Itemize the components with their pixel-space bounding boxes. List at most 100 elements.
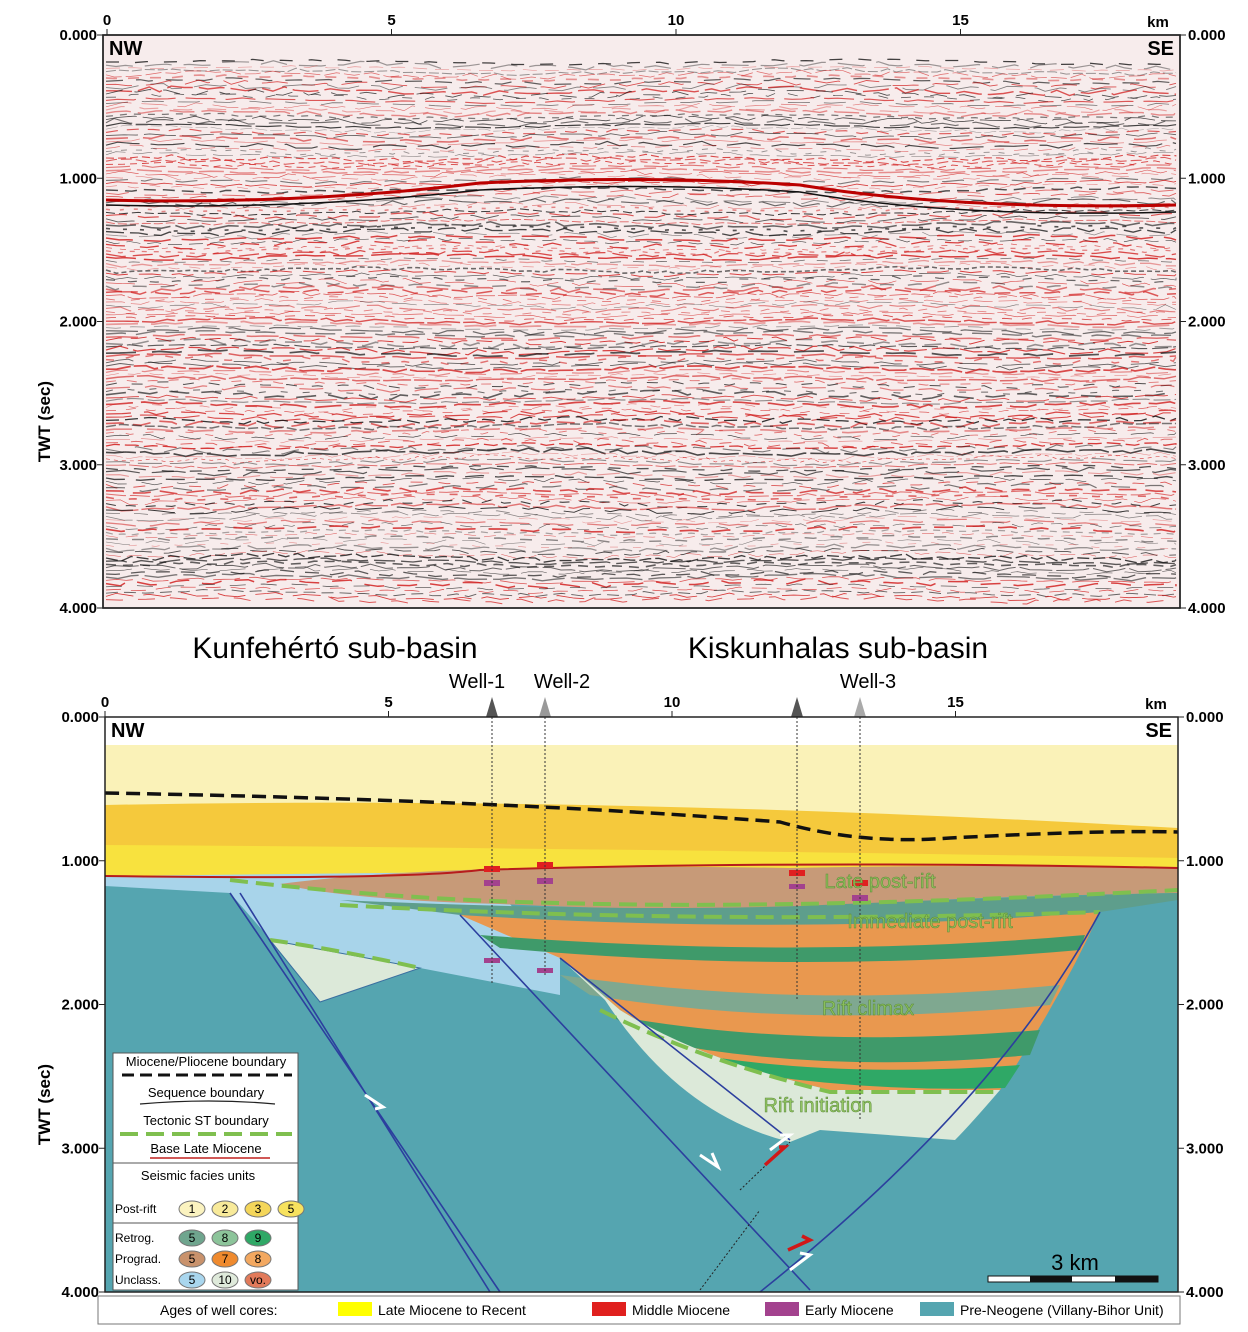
fault <box>229 892 1101 1293</box>
reflector <box>105 189 1177 198</box>
reflector <box>105 291 1177 300</box>
y-tick-label: 4.000 <box>61 1284 99 1301</box>
reflector <box>105 505 1177 515</box>
reflector <box>105 314 1177 322</box>
reflector <box>105 451 1177 461</box>
reflector <box>105 329 1177 338</box>
reflector <box>105 422 1176 432</box>
seismic-reflectors <box>105 58 1177 605</box>
age-label: Late Miocene to Recent <box>378 1302 526 1318</box>
reflector <box>106 461 1177 469</box>
reflector <box>105 361 1177 371</box>
y-tick-label: 3.000 <box>61 1140 99 1157</box>
reflector <box>105 442 1177 450</box>
y-tick-label: 2.000 <box>59 314 97 331</box>
slip-arrow <box>364 1093 814 1272</box>
facies-label: 10 <box>218 1273 232 1287</box>
reflector <box>105 389 1177 401</box>
reflector <box>105 546 1177 557</box>
reflector <box>105 560 1177 569</box>
x-tick-label: 15 <box>952 12 969 29</box>
legend-line-label: Miocene/Pliocene boundary <box>126 1054 287 1069</box>
reflector <box>105 83 1177 93</box>
well-heads <box>486 697 866 717</box>
y-axis-label: TWT (sec) <box>35 1064 54 1145</box>
facies-label: vo. <box>250 1273 266 1287</box>
reflector <box>105 122 1177 130</box>
facies-swatch <box>244 1250 272 1268</box>
reflector <box>105 589 1177 598</box>
reflector <box>105 495 1177 505</box>
reflector <box>105 307 1177 316</box>
well-label: Well-1 <box>449 671 505 693</box>
reflector <box>105 418 1177 429</box>
scale-bar: 3 km <box>987 1250 1159 1283</box>
reflector <box>105 238 1177 250</box>
subbasin-title: Kunfehértó sub-basin <box>192 632 477 665</box>
y-tick-label-right: 1.000 <box>1186 853 1224 870</box>
reflector <box>105 156 1177 166</box>
y-tick-label: 4.000 <box>59 600 97 617</box>
reflector <box>105 79 1177 90</box>
reflector <box>105 521 1177 531</box>
reflector <box>105 74 1177 82</box>
facies-title: Seismic facies units <box>141 1168 256 1183</box>
reflector <box>105 233 1177 243</box>
facies-label: 8 <box>222 1231 229 1245</box>
reflector <box>105 557 1177 566</box>
reflector <box>105 151 1177 159</box>
y-tick-label: 1.000 <box>59 170 97 187</box>
reflector <box>105 336 1177 346</box>
slip-arrow-red <box>763 1145 815 1252</box>
scale-label: 3 km <box>1051 1250 1099 1275</box>
facies-swatch <box>211 1200 239 1218</box>
reflector <box>105 262 1177 271</box>
reflector <box>105 343 1177 351</box>
corner-label: NW <box>111 720 144 742</box>
y-tick-label-right: 3.000 <box>1188 457 1226 474</box>
reflector <box>105 185 1177 194</box>
legend: Miocene/Pliocene boundary Sequence bounda… <box>112 1052 305 1291</box>
age-label: Early Miocene <box>805 1302 894 1318</box>
reflector <box>105 464 1177 472</box>
reflector <box>105 415 1177 426</box>
interpretation <box>104 697 1179 1293</box>
reflector <box>105 176 1177 185</box>
reflector <box>105 345 1177 356</box>
facies-label: 1 <box>189 1202 196 1216</box>
reflector <box>106 85 1177 97</box>
reflector <box>106 316 1177 326</box>
reflector <box>105 349 1177 358</box>
reflector <box>105 134 1177 144</box>
reflector <box>105 482 1177 493</box>
reflector <box>105 252 1177 262</box>
facies-label: 5 <box>189 1273 196 1287</box>
reflector <box>105 304 1177 314</box>
reflector <box>105 284 1177 294</box>
reflector <box>105 518 1177 527</box>
reflector <box>105 153 1177 163</box>
reflector <box>105 112 1177 121</box>
reflector <box>105 97 1177 104</box>
facies-swatch <box>277 1200 305 1218</box>
reflector <box>105 528 1177 537</box>
reflector <box>105 408 1177 419</box>
x-tick-label: 0 <box>101 694 109 711</box>
reflector <box>105 169 1177 179</box>
reflector <box>105 511 1177 522</box>
x-tick-label: 10 <box>668 12 685 29</box>
y-tick-label-right: 2.000 <box>1186 997 1224 1014</box>
reflector <box>105 249 1177 259</box>
reflector <box>105 457 1177 467</box>
retrog-band <box>480 935 1085 963</box>
reflector <box>105 566 1177 575</box>
reflector <box>105 324 1177 331</box>
reflector <box>105 476 1177 486</box>
retrog-band <box>660 1048 1020 1089</box>
reflector <box>105 572 1177 582</box>
retrog-band <box>560 975 1060 1016</box>
age-label: Middle Miocene <box>632 1302 730 1318</box>
legend-line-label: Sequence boundary <box>148 1085 265 1100</box>
x-tick-label: 10 <box>664 694 681 711</box>
reflector <box>105 218 1177 226</box>
